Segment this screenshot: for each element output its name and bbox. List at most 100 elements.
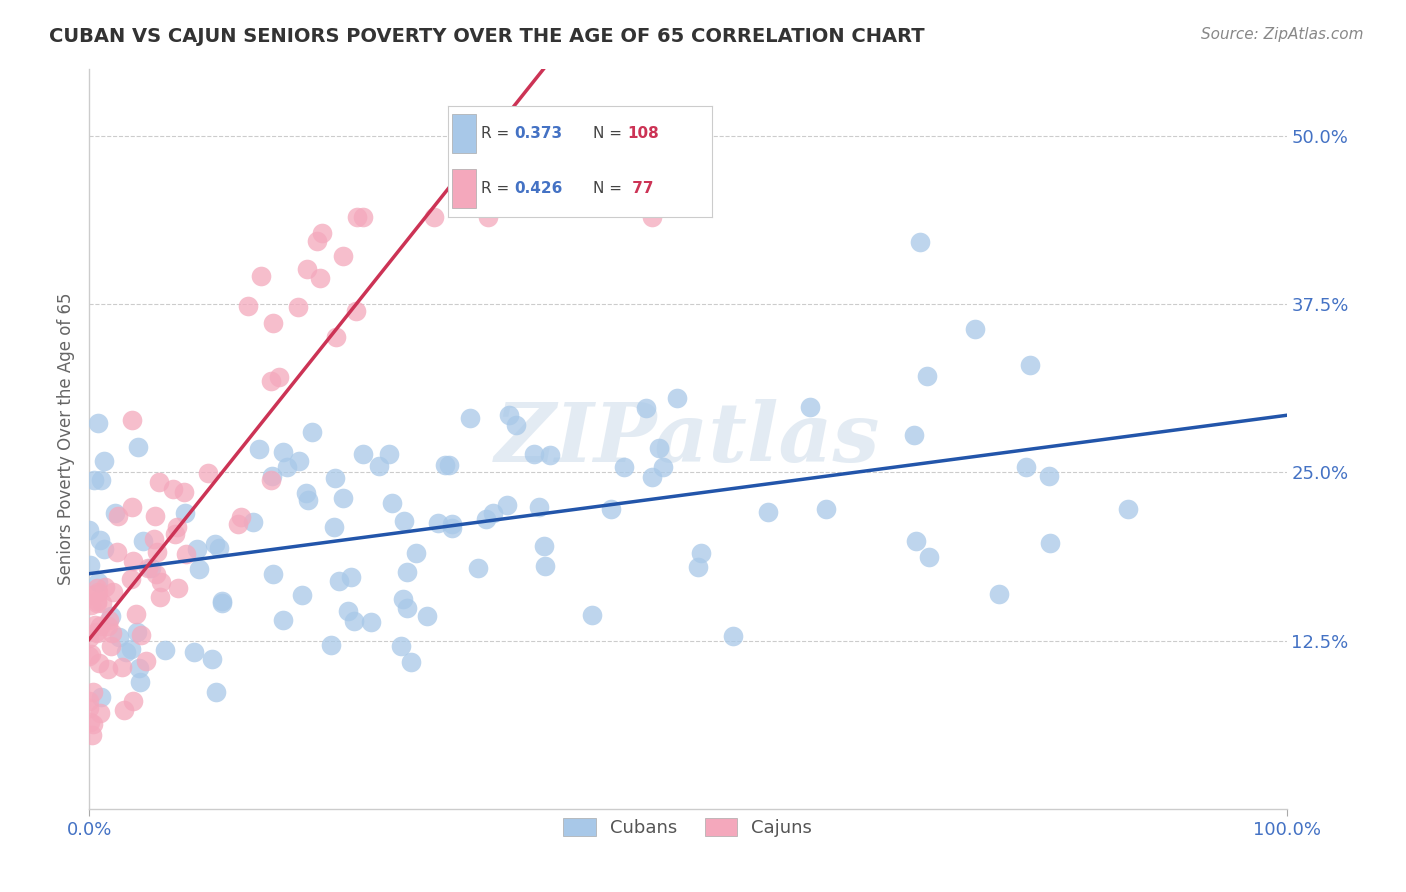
Point bbox=[427, 516, 450, 531]
Point bbox=[332, 491, 354, 505]
Point bbox=[104, 506, 127, 520]
Point bbox=[231, 510, 253, 524]
Point bbox=[652, 459, 675, 474]
Point bbox=[799, 401, 821, 415]
Point bbox=[405, 546, 427, 560]
Point bbox=[201, 652, 224, 666]
Point bbox=[1038, 468, 1060, 483]
Point bbox=[325, 330, 347, 344]
Point bbox=[399, 655, 422, 669]
Point bbox=[460, 411, 482, 425]
Point bbox=[83, 474, 105, 488]
Point bbox=[474, 512, 496, 526]
Point bbox=[128, 674, 150, 689]
Point bbox=[100, 640, 122, 654]
Point bbox=[467, 561, 489, 575]
Point bbox=[90, 473, 112, 487]
Point bbox=[142, 532, 165, 546]
Point bbox=[183, 645, 205, 659]
Point bbox=[87, 585, 110, 599]
Point bbox=[145, 567, 167, 582]
Point bbox=[80, 599, 103, 613]
Point bbox=[146, 545, 169, 559]
Point bbox=[328, 574, 350, 589]
Point bbox=[378, 447, 401, 461]
Point bbox=[211, 594, 233, 608]
Point bbox=[174, 548, 197, 562]
Point bbox=[173, 485, 195, 500]
Point bbox=[346, 210, 368, 224]
Point bbox=[135, 655, 157, 669]
Point bbox=[250, 269, 273, 284]
Legend: Cubans, Cajuns: Cubans, Cajuns bbox=[555, 811, 820, 845]
Point bbox=[527, 500, 550, 515]
Point bbox=[481, 506, 503, 520]
Point bbox=[153, 642, 176, 657]
Point bbox=[301, 425, 323, 439]
Point bbox=[641, 210, 664, 224]
Point bbox=[148, 475, 170, 490]
Point bbox=[132, 533, 155, 548]
Point bbox=[439, 458, 461, 472]
Point bbox=[262, 316, 284, 330]
Point bbox=[987, 587, 1010, 601]
Point bbox=[360, 615, 382, 629]
Point bbox=[121, 500, 143, 514]
Point bbox=[305, 235, 328, 249]
Point bbox=[86, 596, 108, 610]
Point bbox=[226, 517, 249, 532]
Point bbox=[127, 440, 149, 454]
Point bbox=[441, 521, 464, 535]
Point bbox=[440, 517, 463, 532]
Point bbox=[211, 596, 233, 610]
Point bbox=[721, 629, 744, 643]
Point bbox=[141, 560, 163, 574]
Point bbox=[79, 714, 101, 729]
Point bbox=[260, 474, 283, 488]
Point bbox=[815, 502, 838, 516]
Point bbox=[688, 560, 710, 574]
Point bbox=[90, 690, 112, 705]
Point bbox=[613, 459, 636, 474]
Point bbox=[756, 505, 779, 519]
Point bbox=[150, 575, 173, 590]
Point bbox=[131, 628, 153, 642]
Point bbox=[903, 428, 925, 442]
Point bbox=[136, 561, 159, 575]
Point bbox=[323, 471, 346, 485]
Point bbox=[344, 303, 367, 318]
Point bbox=[505, 418, 527, 433]
Point bbox=[308, 271, 330, 285]
Point bbox=[187, 562, 209, 576]
Point bbox=[295, 486, 318, 500]
Point bbox=[665, 392, 688, 406]
Point bbox=[87, 575, 110, 590]
Point bbox=[381, 496, 404, 510]
Point bbox=[93, 542, 115, 557]
Point bbox=[262, 567, 284, 582]
Point bbox=[128, 661, 150, 675]
Point bbox=[352, 446, 374, 460]
Point bbox=[647, 441, 669, 455]
Point bbox=[127, 624, 149, 639]
Point bbox=[112, 703, 135, 717]
Point bbox=[82, 684, 104, 698]
Point bbox=[287, 301, 309, 315]
Point bbox=[423, 210, 446, 224]
Point bbox=[337, 604, 360, 618]
Text: ZIPatlas: ZIPatlas bbox=[495, 399, 880, 479]
Point bbox=[276, 459, 298, 474]
Point bbox=[1015, 459, 1038, 474]
Point bbox=[91, 596, 114, 610]
Point bbox=[86, 594, 108, 608]
Point bbox=[271, 614, 294, 628]
Point bbox=[908, 235, 931, 249]
Point bbox=[79, 701, 101, 715]
Point bbox=[273, 445, 295, 459]
Point bbox=[205, 684, 228, 698]
Point bbox=[105, 545, 128, 559]
Point bbox=[143, 508, 166, 523]
Point bbox=[148, 591, 170, 605]
Point bbox=[87, 416, 110, 430]
Point bbox=[477, 210, 499, 224]
